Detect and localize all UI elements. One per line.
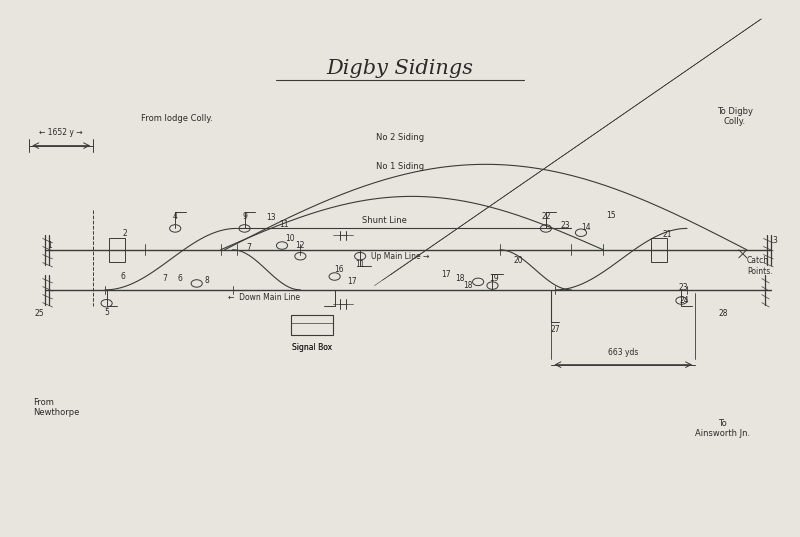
Text: To
Ainsworth Jn.: To Ainsworth Jn.: [695, 419, 750, 439]
Bar: [290, 315, 333, 335]
Text: 11: 11: [355, 260, 365, 269]
Text: 6: 6: [121, 272, 126, 281]
Text: 17: 17: [442, 271, 451, 279]
Text: 11: 11: [280, 220, 289, 229]
Text: 13: 13: [266, 213, 276, 222]
Text: 2: 2: [122, 229, 127, 238]
Text: 27: 27: [550, 325, 560, 335]
Text: 9: 9: [242, 212, 247, 221]
Text: To Digby
Colly.: To Digby Colly.: [717, 106, 753, 126]
Text: No 2 Siding: No 2 Siding: [376, 133, 424, 142]
Text: 15: 15: [606, 211, 616, 220]
Text: Digby Sidings: Digby Sidings: [326, 59, 474, 78]
Text: 8: 8: [205, 276, 210, 285]
Text: 28: 28: [718, 309, 728, 318]
Bar: [651, 238, 667, 262]
Text: ←  Down Main Line: ← Down Main Line: [229, 293, 301, 302]
Text: 23: 23: [560, 221, 570, 230]
Text: 18: 18: [463, 281, 473, 290]
Text: Shunt Line: Shunt Line: [362, 216, 406, 225]
Text: 19: 19: [490, 274, 499, 282]
Text: Catch
Points.: Catch Points.: [746, 256, 773, 275]
Text: No 1 Siding: No 1 Siding: [376, 163, 424, 171]
Text: 23: 23: [678, 282, 688, 292]
Text: 4: 4: [173, 212, 178, 221]
Text: 22: 22: [541, 212, 550, 221]
Text: 24: 24: [680, 296, 690, 305]
Text: 16: 16: [334, 265, 344, 274]
Text: 1: 1: [47, 241, 51, 250]
Text: 5: 5: [104, 308, 109, 317]
Text: 20: 20: [513, 256, 523, 265]
Text: Signal Box: Signal Box: [292, 343, 332, 352]
Text: ← 1652 y →: ← 1652 y →: [39, 128, 83, 137]
Text: Up Main Line →: Up Main Line →: [371, 252, 429, 261]
Text: Signal Box: Signal Box: [292, 343, 332, 352]
Text: 17: 17: [347, 277, 357, 286]
Text: 7: 7: [246, 243, 251, 252]
Text: 3: 3: [772, 236, 777, 245]
Text: From
Newthorpe: From Newthorpe: [34, 398, 80, 417]
Text: 18: 18: [455, 274, 465, 282]
Bar: [109, 238, 125, 262]
Text: 7: 7: [162, 274, 167, 282]
Text: 12: 12: [295, 241, 305, 250]
Text: From lodge Colly.: From lodge Colly.: [141, 114, 213, 124]
Text: 21: 21: [662, 230, 672, 240]
Text: 14: 14: [581, 223, 590, 232]
Text: 10: 10: [285, 234, 294, 243]
Text: 663 yds: 663 yds: [608, 349, 638, 358]
Text: 6: 6: [178, 274, 182, 282]
Text: 25: 25: [35, 309, 45, 318]
